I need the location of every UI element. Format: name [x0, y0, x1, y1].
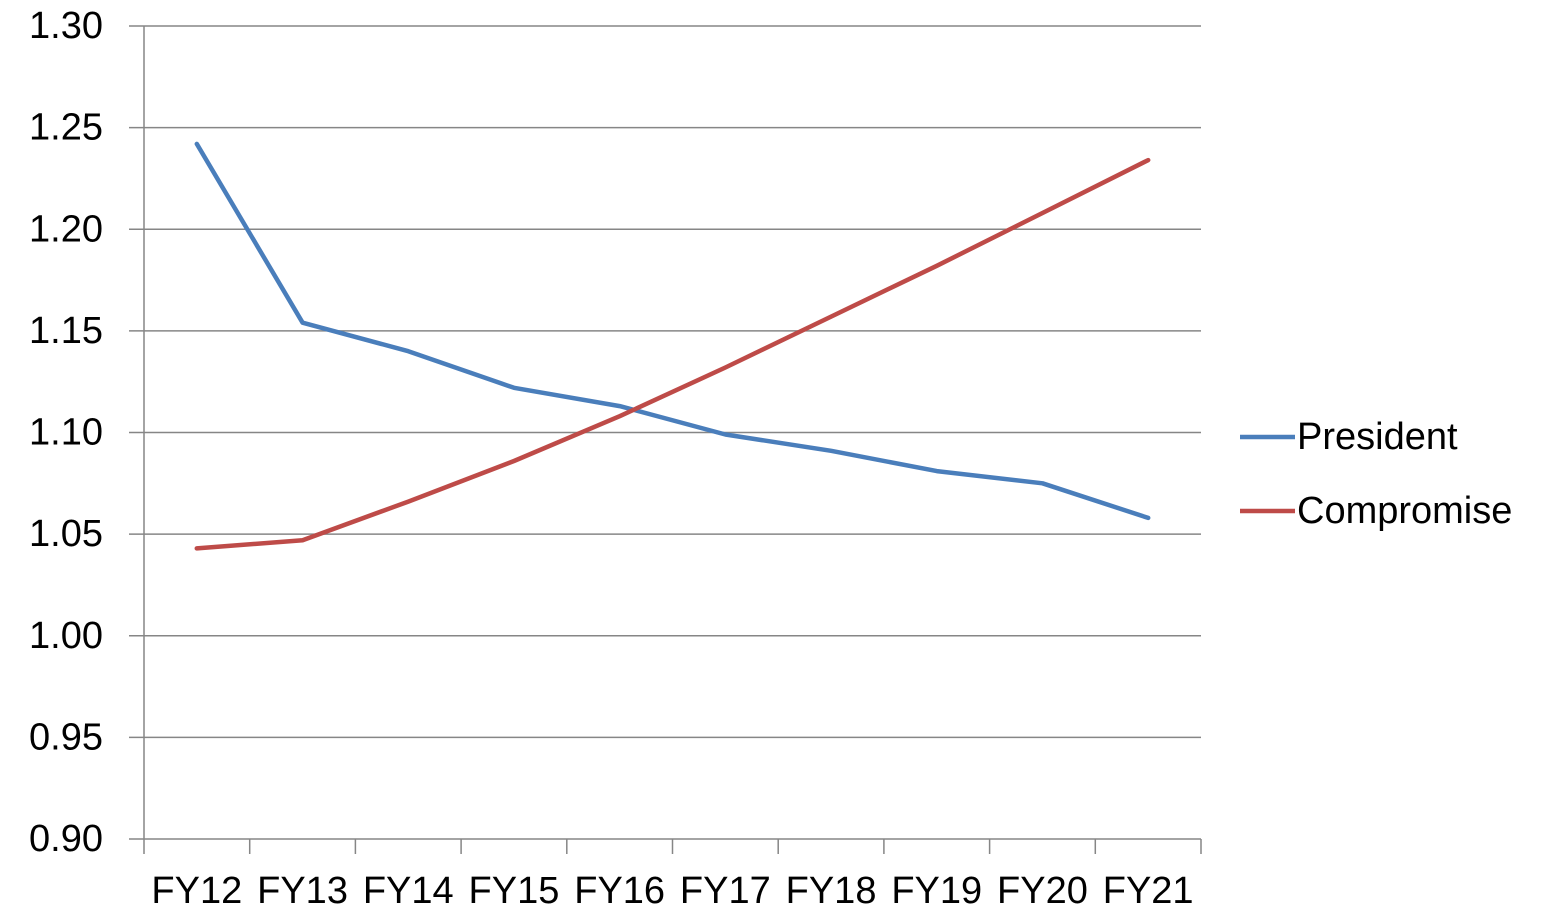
x-tick-label: FY21: [1103, 870, 1194, 912]
x-tick-labels: FY12 FY13 FY14 FY15 FY16 FY17 FY18 FY19 FY20 FY21: [151, 870, 1193, 912]
y-tick-label: 1.25: [29, 107, 103, 149]
x-tick-label: FY19: [891, 870, 982, 912]
x-tick-label: FY13: [257, 870, 348, 912]
y-tick-label: 1.30: [29, 5, 103, 47]
gridlines: [129, 25, 1201, 840]
x-tick-label: FY15: [469, 870, 560, 912]
x-tick-label: FY12: [151, 870, 242, 912]
y-tick-label: 1.05: [29, 513, 103, 555]
legend-label-president: President: [1297, 416, 1458, 458]
legend-label-compromise: Compromise: [1297, 490, 1512, 532]
x-tick-label: FY17: [680, 870, 771, 912]
y-tick-label: 1.10: [29, 412, 103, 454]
y-tick-label: 0.90: [29, 818, 103, 860]
y-tick-label: 1.00: [29, 615, 103, 657]
series-line-compromise: [194, 157, 1151, 551]
legend: President Compromise: [1240, 416, 1512, 532]
axes: [143, 26, 1202, 854]
y-tick-labels: 0.90 0.95 1.00 1.05 1.10 1.15 1.20 1.25 1.30: [29, 5, 103, 860]
x-tick-label: FY16: [574, 870, 665, 912]
x-tick-label: FY18: [786, 870, 877, 912]
x-tick-label: FY20: [997, 870, 1088, 912]
series-line-president: [194, 141, 1151, 521]
y-tick-label: 1.20: [29, 208, 103, 250]
series-lines: [194, 141, 1151, 551]
y-tick-label: 1.15: [29, 310, 103, 352]
y-tick-label: 0.95: [29, 716, 103, 758]
x-tick-label: FY14: [363, 870, 454, 912]
